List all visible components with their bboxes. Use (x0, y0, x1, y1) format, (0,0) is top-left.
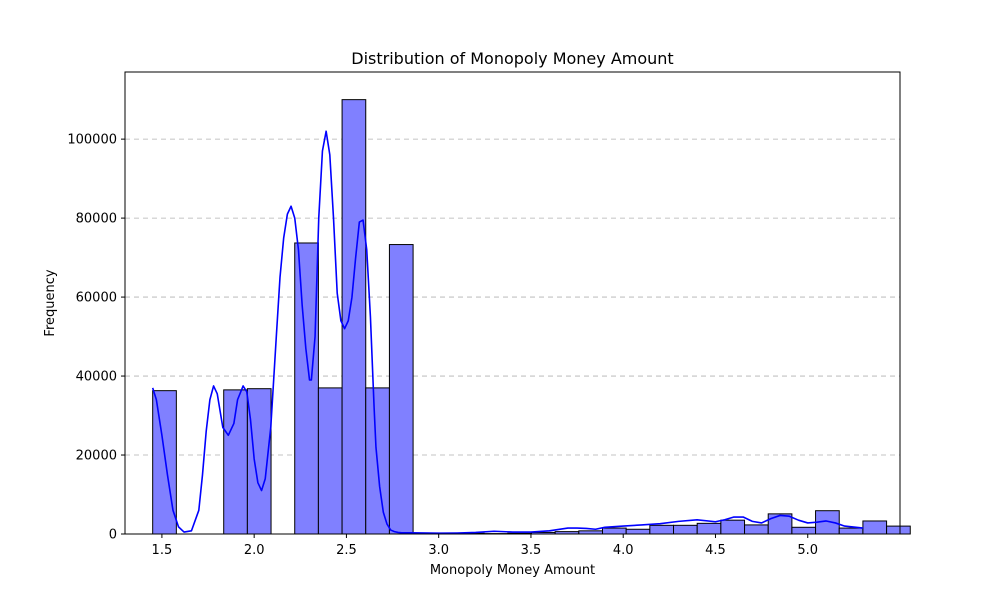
histogram-bar (342, 100, 366, 534)
y-tick-label: 40000 (76, 370, 117, 385)
histogram-bar (792, 527, 816, 534)
histogram-bar (650, 525, 674, 534)
histogram-bar (887, 526, 911, 534)
histogram-bar (295, 243, 319, 534)
histogram-bar (721, 520, 745, 534)
x-axis-label: Monopoly Money Amount (430, 563, 595, 578)
histogram-bar (697, 523, 721, 534)
histogram-bar (389, 245, 413, 534)
y-tick-label: 20000 (76, 449, 117, 464)
histogram-bar (626, 529, 650, 534)
x-tick-label: 2.5 (336, 543, 357, 558)
y-tick-label: 100000 (67, 133, 117, 148)
histogram-bar (602, 528, 626, 534)
histogram-bar (674, 525, 698, 534)
axis-ticks: 1.5 2.0 2.5 3.0 3.5 4.0 4.5 5.0 0 20000 40000 60000… (67, 133, 818, 558)
histogram-bar (153, 391, 177, 534)
x-tick-label: 1.5 (152, 543, 173, 558)
y-tick-label: 0 (109, 528, 117, 543)
chart-title: Distribution of Monopoly Money Amount (351, 49, 673, 68)
y-axis-label: Frequency (43, 269, 58, 336)
histogram-bar (745, 525, 769, 534)
histogram-bar (318, 388, 342, 534)
histogram-bar (839, 528, 863, 534)
y-tick-label: 60000 (76, 291, 117, 306)
x-tick-label: 4.0 (613, 543, 634, 558)
histogram-bar (863, 521, 887, 534)
y-tick-label: 80000 (76, 212, 117, 227)
x-tick-label: 3.0 (428, 543, 449, 558)
x-tick-label: 2.0 (244, 543, 265, 558)
x-tick-label: 4.5 (705, 543, 726, 558)
x-tick-label: 5.0 (797, 543, 818, 558)
x-tick-label: 3.5 (521, 543, 542, 558)
